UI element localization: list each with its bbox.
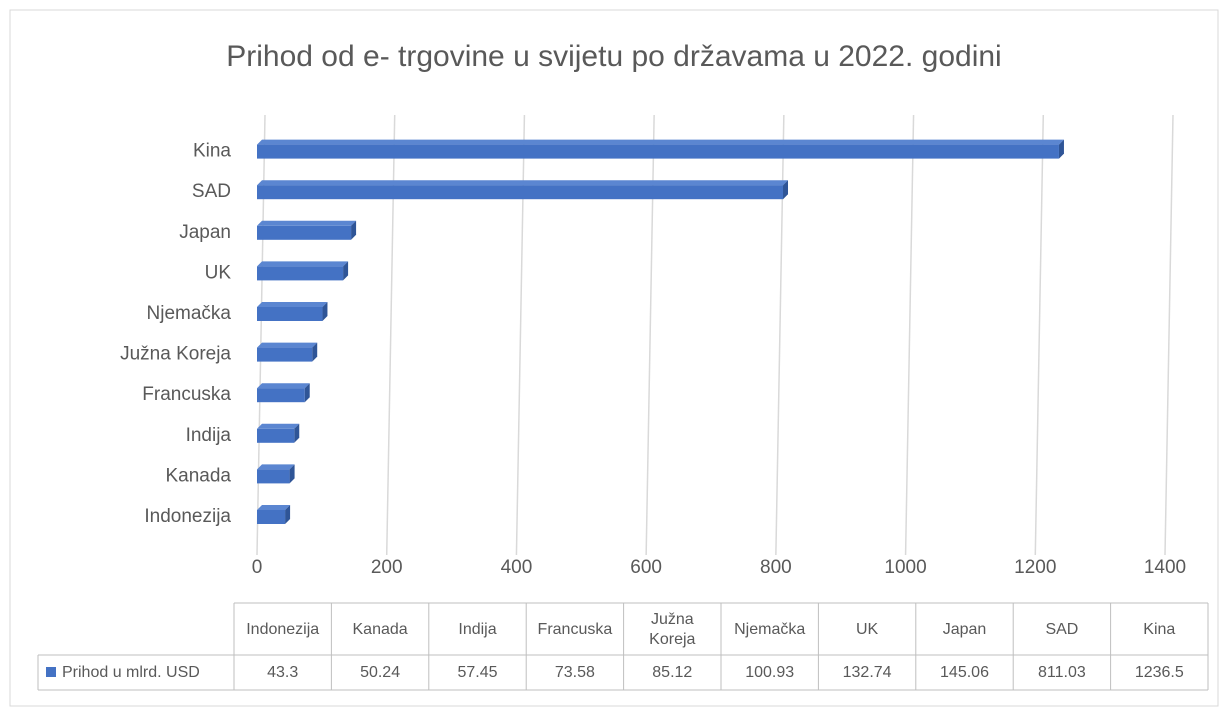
x-tick-label: 600: [630, 557, 662, 578]
chart-title: Prihod od e- trgovine u svijetu po držav…: [226, 40, 1001, 73]
x-tick-label: 800: [760, 557, 792, 578]
bar-top: [257, 383, 310, 389]
legend-key: [46, 667, 56, 677]
bar: [257, 266, 344, 281]
bar: [257, 428, 295, 443]
bar-side: [1058, 139, 1064, 159]
y-tick-label: Indija: [186, 425, 232, 446]
bar-side: [783, 180, 789, 200]
y-tick-label: Kina: [193, 141, 231, 162]
bar-top: [257, 342, 318, 348]
bar-side: [289, 464, 295, 484]
bar: [257, 510, 286, 524]
chart-border: [9, 9, 1219, 707]
bar: [257, 347, 313, 362]
legend-label: Prihod u mlrd. USD: [62, 664, 200, 681]
bar: [257, 144, 1059, 159]
grid-line: [1164, 114, 1174, 556]
bar-side: [312, 342, 318, 362]
y-tick-label: Japan: [179, 222, 231, 243]
bar-top: [257, 180, 789, 186]
bar-side: [304, 383, 310, 403]
bar-top: [257, 220, 357, 226]
bar-side: [294, 423, 300, 443]
bar: [257, 307, 323, 321]
table-header: Indija: [458, 621, 496, 638]
bar-top: [257, 139, 1064, 145]
bar-top: [257, 423, 300, 429]
table-header: Indonezija: [246, 621, 319, 638]
grid-line: [904, 114, 915, 556]
x-tick-label: 1000: [884, 557, 926, 578]
bar-side: [322, 302, 328, 321]
table-value: 145.06: [940, 664, 989, 681]
x-tick-label: 1200: [1014, 557, 1056, 578]
table-value: 811.03: [1038, 664, 1086, 681]
y-tick-label: Francuska: [142, 384, 231, 405]
y-tick-label: SAD: [192, 181, 231, 202]
bar: [257, 225, 352, 240]
grid-line: [1034, 114, 1045, 556]
x-tick-label: 1400: [1144, 557, 1186, 578]
table-header: Japan: [943, 621, 987, 638]
bar-side: [351, 220, 357, 240]
y-tick-label: UK: [205, 262, 232, 283]
bar: [257, 185, 784, 200]
table-value: 43.3: [267, 664, 298, 681]
table-value: 73.58: [555, 664, 595, 681]
table-header: Južna Koreja: [649, 611, 695, 648]
bar-top: [257, 261, 349, 267]
y-tick-label: Kanada: [165, 465, 231, 486]
x-tick-label: 0: [252, 557, 263, 578]
table-header: Francuska: [538, 621, 613, 638]
table-value: 100.93: [745, 664, 794, 681]
table-header: Njemačka: [734, 621, 805, 638]
table-header: Kanada: [353, 621, 408, 638]
y-tick-label: Njemačka: [147, 303, 232, 324]
x-tick-label: 400: [501, 557, 533, 578]
table-header: Kina: [1143, 621, 1175, 638]
table-value: 1236.5: [1135, 664, 1184, 681]
y-tick-label: Južna Koreja: [120, 344, 231, 365]
table-value: 50.24: [360, 664, 400, 681]
bar-top: [257, 505, 291, 510]
bar-top: [257, 302, 328, 307]
table-header: SAD: [1045, 621, 1078, 638]
bar-top: [257, 464, 295, 470]
table-value: 85.12: [652, 664, 692, 681]
bar-side: [285, 505, 291, 524]
table-value: 132.74: [843, 664, 892, 681]
bar-side: [343, 261, 349, 281]
y-tick-label: Indonezija: [144, 506, 231, 527]
table-header: UK: [856, 621, 879, 638]
bar: [257, 469, 290, 484]
table-value: 57.45: [457, 664, 497, 681]
bar: [257, 388, 305, 403]
x-tick-label: 200: [371, 557, 403, 578]
